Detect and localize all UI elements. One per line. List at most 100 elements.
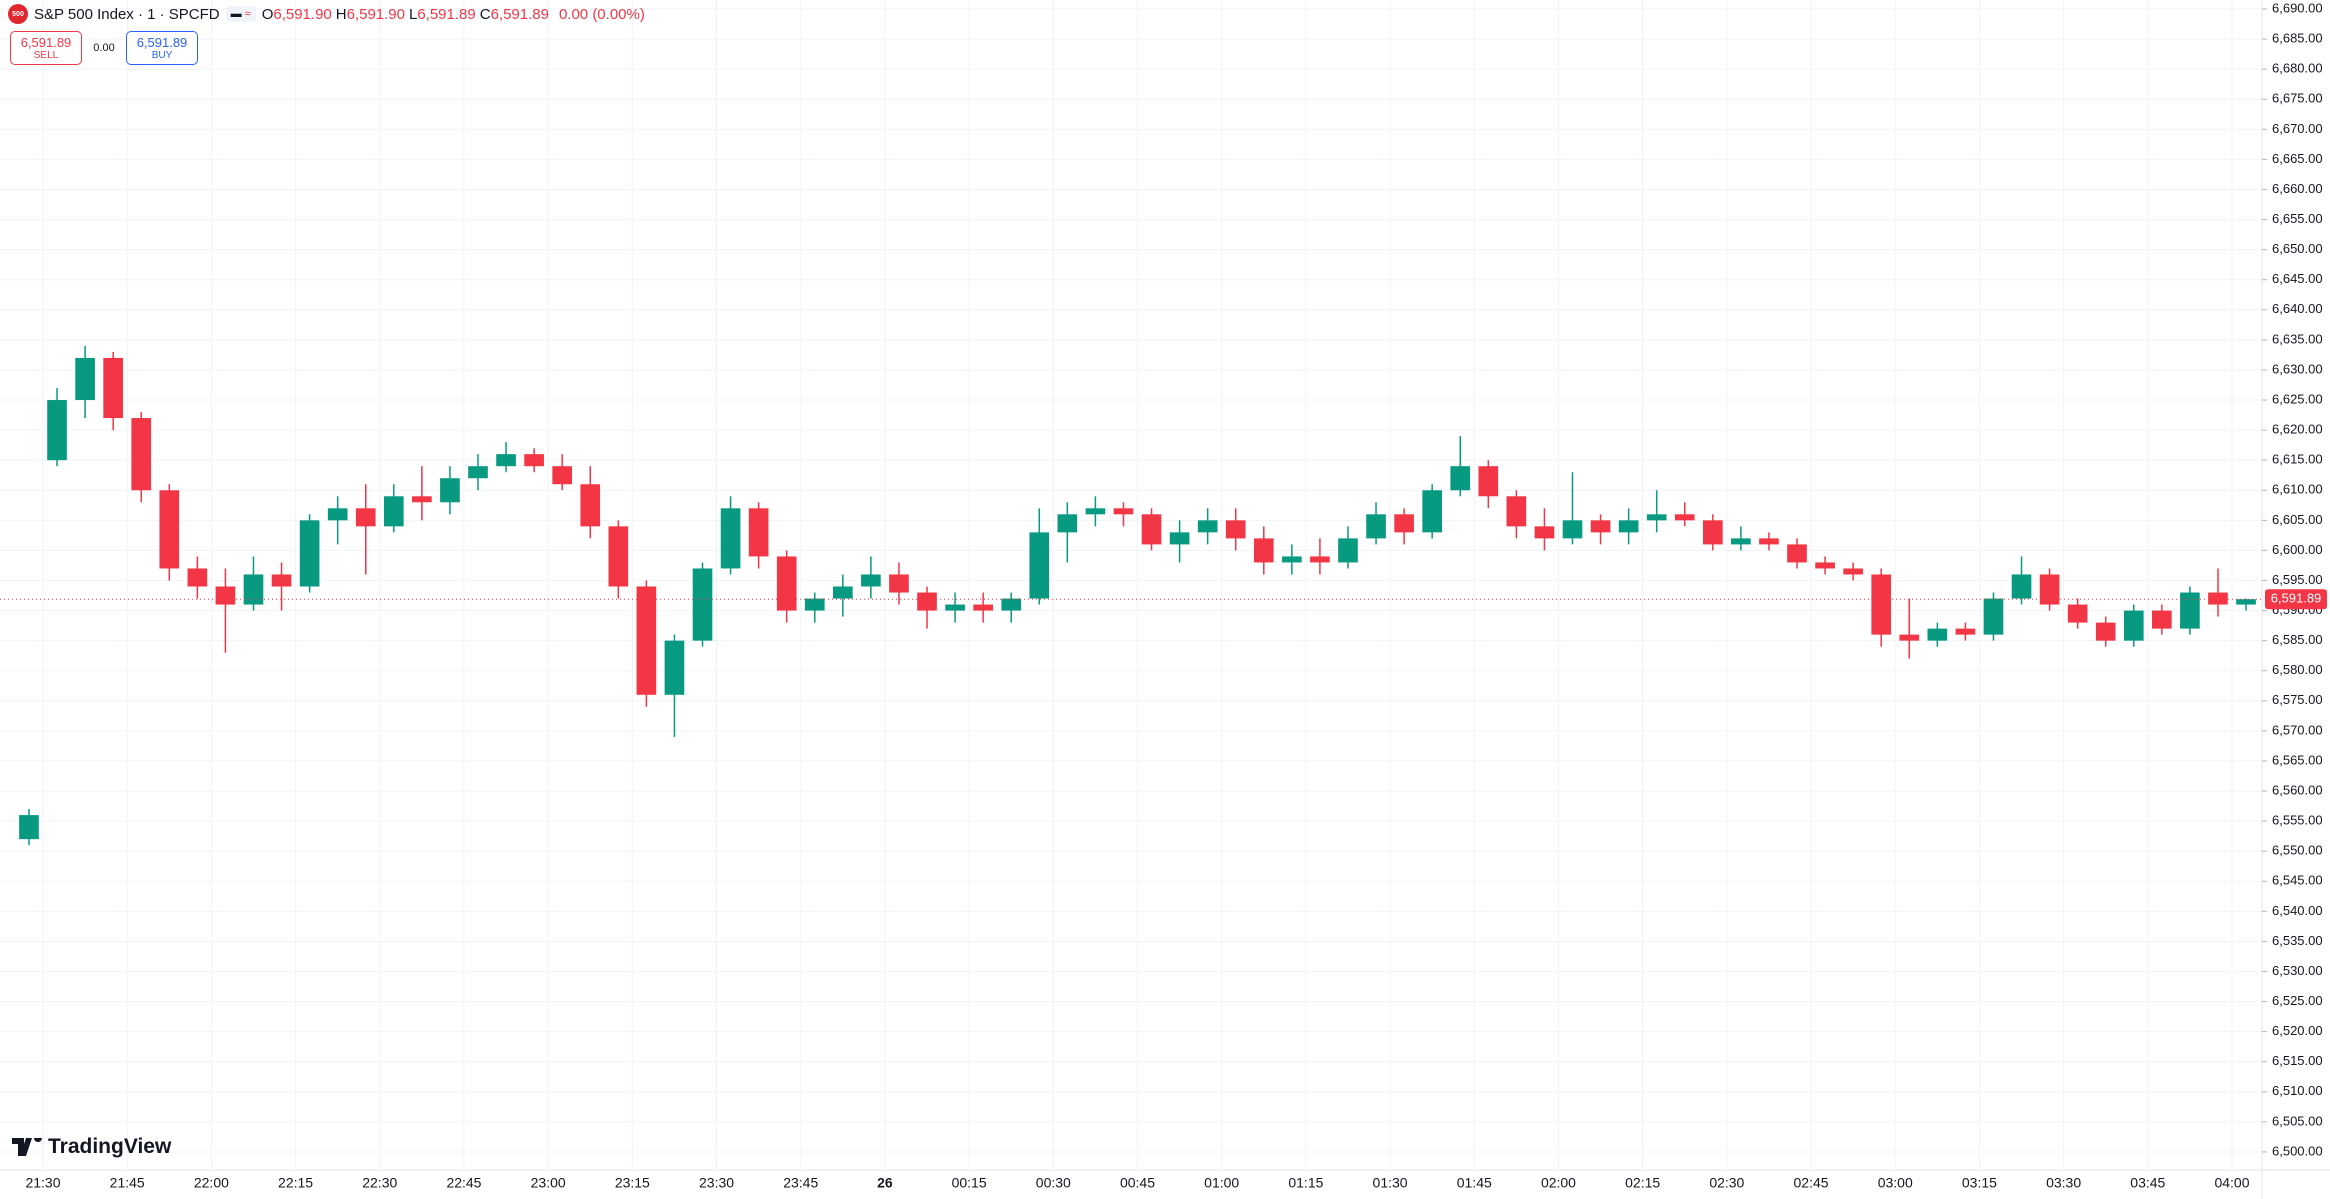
candle-body bbox=[1646, 514, 1667, 521]
y-tick-label: 6,605.00 bbox=[2272, 512, 2323, 527]
y-tick-label: 6,530.00 bbox=[2272, 963, 2323, 978]
candle-body bbox=[468, 466, 488, 479]
ohlc-value: 6,591.90 bbox=[346, 5, 405, 23]
ohlc-legend: O6,591.90 H6,591.90 L6,591.89 C6,591.89 bbox=[262, 6, 553, 23]
brand-logo[interactable]: TradingView bbox=[12, 1135, 171, 1159]
last-price-label: 6,591.89 bbox=[2271, 591, 2322, 606]
candle-body bbox=[383, 496, 404, 527]
x-tick-label: 00:30 bbox=[1036, 1175, 1071, 1191]
buy-button[interactable]: 6,591.89 BUY bbox=[126, 31, 198, 65]
ohlc-label: L bbox=[408, 5, 418, 23]
x-tick-label: 02:30 bbox=[1709, 1175, 1744, 1191]
candle-body bbox=[1197, 520, 1218, 533]
candle-body bbox=[1225, 520, 1246, 539]
candle-body bbox=[2039, 574, 2060, 605]
candle-body bbox=[1253, 538, 1274, 563]
candle-body bbox=[1113, 508, 1134, 515]
candle-body bbox=[412, 496, 432, 503]
y-tick-label: 6,655.00 bbox=[2272, 211, 2323, 226]
x-tick-label: 21:30 bbox=[25, 1175, 60, 1191]
y-tick-label: 6,690.00 bbox=[2272, 0, 2323, 15]
candle-body bbox=[1815, 562, 1835, 569]
ohlc-label: H bbox=[335, 5, 347, 23]
y-tick-label: 6,595.00 bbox=[2272, 572, 2323, 587]
candle-body bbox=[1029, 532, 1050, 599]
x-tick-label: 00:45 bbox=[1120, 1175, 1155, 1191]
change: 0.00 (0.00%) bbox=[558, 5, 645, 23]
candle-body bbox=[131, 418, 152, 491]
candle-body bbox=[1450, 466, 1471, 491]
candle-body bbox=[1787, 544, 1807, 563]
x-tick-label: 21:45 bbox=[110, 1175, 145, 1191]
y-tick-label: 6,600.00 bbox=[2272, 542, 2323, 557]
candle-body bbox=[2067, 604, 2088, 623]
candle-body bbox=[552, 466, 573, 485]
y-tick-label: 6,660.00 bbox=[2272, 181, 2323, 196]
sell-button[interactable]: 6,591.89 SELL bbox=[10, 31, 82, 65]
buy-price: 6,591.89 bbox=[136, 35, 188, 50]
candle-body bbox=[664, 640, 685, 695]
y-tick-label: 6,680.00 bbox=[2272, 61, 2323, 76]
candle-body bbox=[1310, 556, 1330, 563]
x-tick-label: 03:30 bbox=[2046, 1175, 2081, 1191]
candle-body bbox=[580, 484, 601, 527]
candle-body bbox=[2152, 610, 2172, 629]
candle-body bbox=[2095, 622, 2116, 641]
y-tick-label: 6,545.00 bbox=[2272, 873, 2323, 888]
candle-body bbox=[692, 568, 713, 641]
x-tick-label: 02:00 bbox=[1541, 1175, 1576, 1191]
candle-body bbox=[1422, 490, 1442, 533]
x-tick-label: 23:00 bbox=[531, 1175, 566, 1191]
y-tick-label: 6,515.00 bbox=[2272, 1053, 2323, 1068]
x-tick-label: 22:45 bbox=[446, 1175, 481, 1191]
candle-body bbox=[917, 592, 937, 611]
candle-body bbox=[1394, 514, 1414, 533]
x-tick-label: 03:45 bbox=[2130, 1175, 2165, 1191]
candle-body bbox=[833, 586, 853, 599]
candle-body bbox=[103, 357, 123, 419]
candle-body bbox=[243, 574, 264, 605]
y-tick-label: 6,670.00 bbox=[2272, 121, 2323, 136]
symbol-title[interactable]: S&P 500 Index · 1 · SPCFD bbox=[34, 5, 220, 23]
y-tick-label: 6,505.00 bbox=[2272, 1113, 2323, 1128]
spread: 0.00 bbox=[93, 42, 115, 54]
x-tick-label: 04:00 bbox=[2214, 1175, 2249, 1191]
candle-body bbox=[1282, 556, 1302, 563]
x-tick-label: 22:30 bbox=[362, 1175, 397, 1191]
ohlc-value: 6,591.89 bbox=[490, 5, 549, 23]
y-tick-label: 6,510.00 bbox=[2272, 1083, 2323, 1098]
x-tick-label: 22:00 bbox=[194, 1175, 229, 1191]
candle-body bbox=[1618, 520, 1639, 533]
candle-body bbox=[861, 574, 881, 587]
y-tick-label: 6,500.00 bbox=[2272, 1143, 2323, 1158]
candle-body bbox=[1534, 526, 1555, 539]
candle-body bbox=[215, 586, 236, 605]
trade-panel: 6,591.89 SELL 0.00 6,591.89 BUY bbox=[10, 31, 198, 65]
y-tick-label: 6,625.00 bbox=[2272, 391, 2323, 406]
candle-body bbox=[2208, 592, 2228, 605]
y-tick-label: 6,560.00 bbox=[2272, 782, 2323, 797]
candle-body bbox=[1001, 598, 1022, 611]
candle-body bbox=[608, 526, 629, 587]
y-tick-label: 6,645.00 bbox=[2272, 271, 2323, 286]
header-icons[interactable]: ▬ ≈ bbox=[225, 6, 256, 22]
x-tick-label: 01:15 bbox=[1288, 1175, 1323, 1191]
candle-body bbox=[1478, 466, 1499, 497]
candle-body bbox=[1674, 514, 1695, 521]
candle-body bbox=[47, 400, 67, 461]
candle-body bbox=[1927, 628, 1948, 641]
y-tick-label: 6,665.00 bbox=[2272, 151, 2323, 166]
candle-body bbox=[1843, 568, 1863, 575]
candle-body bbox=[19, 815, 39, 840]
candle-body bbox=[187, 568, 208, 587]
candle-body bbox=[636, 586, 657, 695]
candle-body bbox=[1590, 520, 1611, 533]
y-tick-label: 6,570.00 bbox=[2272, 722, 2323, 737]
y-tick-label: 6,635.00 bbox=[2272, 331, 2323, 346]
x-tick-label: 22:15 bbox=[278, 1175, 313, 1191]
candle-body bbox=[75, 357, 95, 401]
brand-name: TradingView bbox=[48, 1135, 172, 1158]
y-tick-label: 6,580.00 bbox=[2272, 662, 2323, 677]
candle-body bbox=[1169, 532, 1190, 545]
